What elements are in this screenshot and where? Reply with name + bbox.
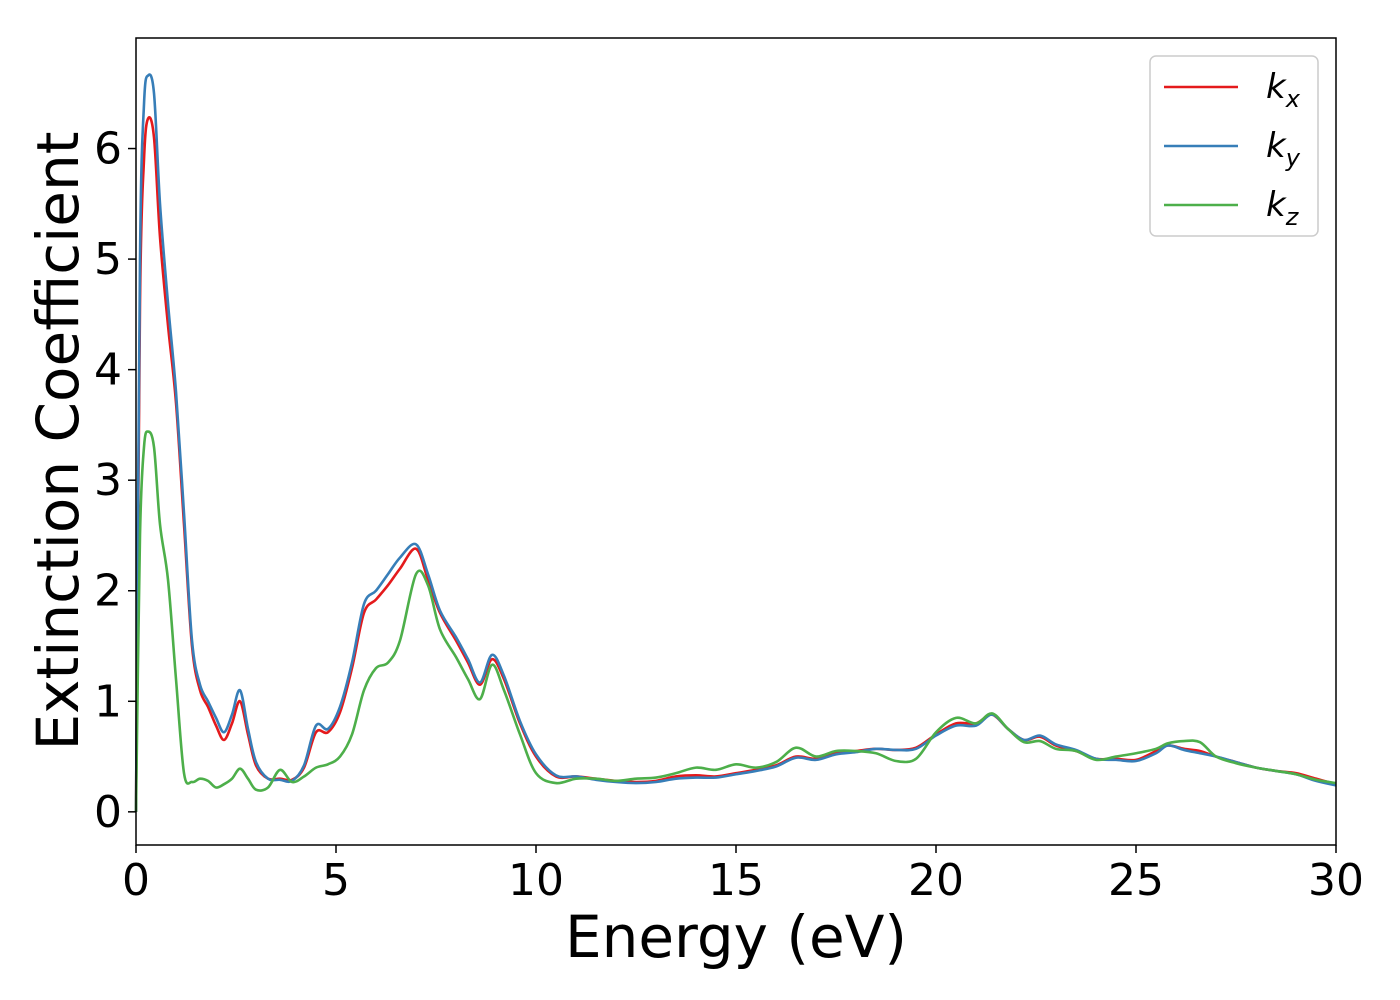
x-axis-label: Energy (eV) bbox=[565, 903, 907, 971]
y-tick-label: 0 bbox=[94, 787, 122, 838]
legend-label-ky: ky bbox=[1266, 126, 1301, 172]
series-layer bbox=[134, 73, 1337, 812]
y-tick-label: 2 bbox=[94, 566, 122, 617]
x-tick-label: 25 bbox=[1108, 855, 1164, 906]
x-tick-label: 15 bbox=[708, 855, 764, 906]
legend: kx ky kz bbox=[1149, 55, 1319, 237]
y-tick-label: 5 bbox=[94, 234, 122, 285]
y-axis-ticks: 0 1 2 3 4 5 6 bbox=[94, 124, 136, 838]
y-axis-label: Extinction Coefficient bbox=[24, 132, 92, 751]
series-line-kz bbox=[134, 430, 1337, 812]
y-tick-label: 3 bbox=[94, 455, 122, 506]
legend-label-kz: kz bbox=[1266, 185, 1300, 231]
x-tick-label: 30 bbox=[1308, 855, 1364, 906]
y-tick-label: 1 bbox=[94, 676, 122, 727]
x-axis-ticks: 0 5 10 15 20 25 30 bbox=[122, 845, 1364, 906]
x-tick-label: 0 bbox=[122, 855, 150, 906]
x-tick-label: 10 bbox=[508, 855, 564, 906]
x-tick-label: 5 bbox=[322, 855, 350, 906]
y-tick-label: 4 bbox=[94, 345, 122, 396]
x-tick-label: 20 bbox=[908, 855, 964, 906]
legend-label-kx: kx bbox=[1266, 67, 1301, 113]
y-tick-label: 6 bbox=[94, 124, 122, 175]
